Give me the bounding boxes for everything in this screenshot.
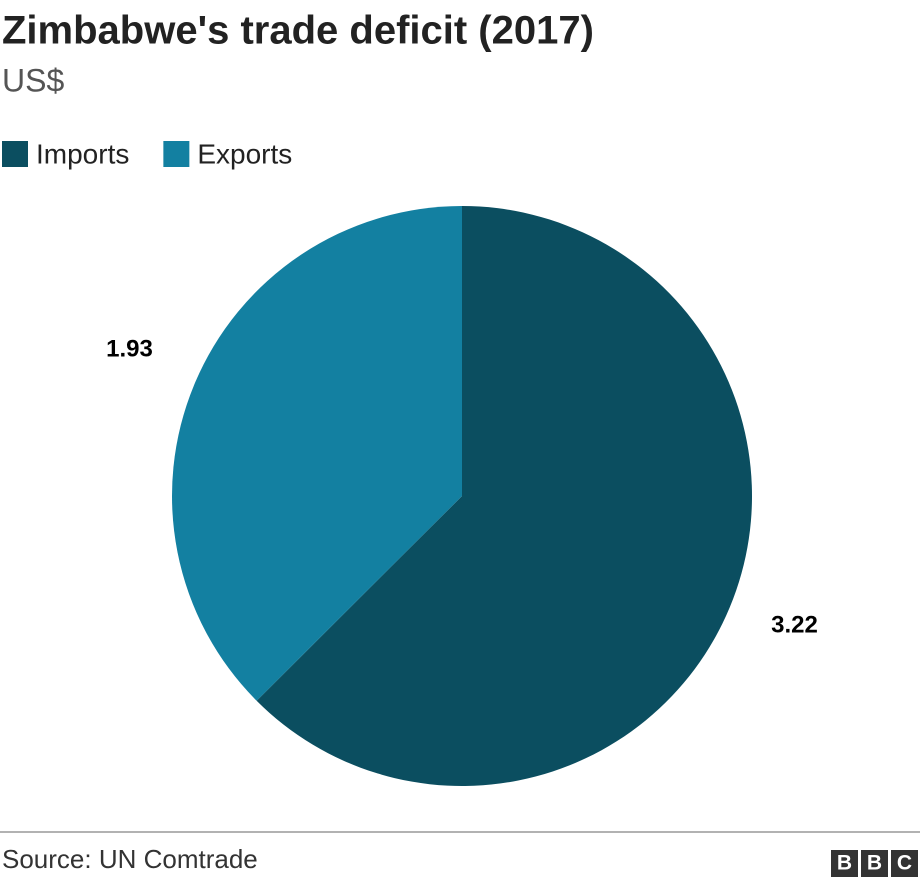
legend-label: Imports xyxy=(36,138,129,169)
logo-box xyxy=(891,850,918,877)
chart-subtitle: US$ xyxy=(2,62,64,98)
legend-swatch xyxy=(163,141,190,167)
logo-box xyxy=(831,850,858,877)
pie-slice xyxy=(172,205,462,701)
logo-letter: C xyxy=(897,852,912,875)
legend-label: Exports xyxy=(197,138,292,169)
logo-letter: B xyxy=(837,852,852,875)
source: Source: UN Comtrade xyxy=(2,844,258,874)
chart-title: Zimbabwe's trade deficit (2017) xyxy=(2,9,594,53)
pie-slice xyxy=(256,206,752,786)
data-label: 1.93 xyxy=(106,335,153,362)
legend-swatch xyxy=(2,141,28,167)
data-label: 3.22 xyxy=(771,611,818,638)
logo-letter: B xyxy=(867,852,882,875)
logo-box xyxy=(861,850,888,877)
